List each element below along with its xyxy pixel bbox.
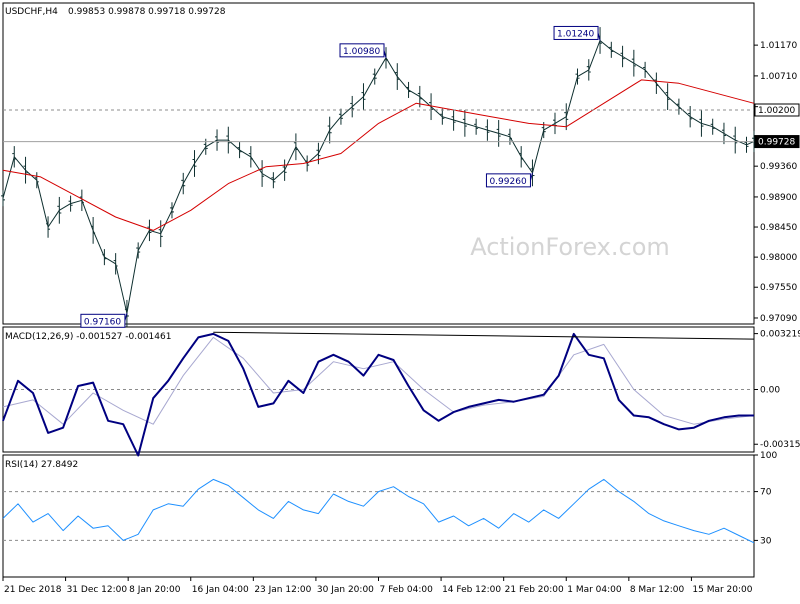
annotation-box — [80, 313, 126, 328]
macd-y-tick-label: 0.00 — [760, 386, 780, 396]
macd-signal-line — [2, 336, 755, 425]
x-tick-label: 8 Mar 12:00 — [630, 585, 685, 595]
x-tick-label: 21 Feb 20:00 — [505, 585, 564, 595]
price-y-tick-label: 0.97550 — [760, 283, 797, 293]
watermark: ActionForex.com — [470, 233, 670, 261]
rsi-y-tick-label: 30 — [760, 536, 772, 546]
price-hline-label: 0.99728 — [758, 138, 795, 148]
annotation-label: 1.00980 — [343, 47, 380, 57]
price-y-tick-label: 0.98900 — [760, 193, 797, 203]
x-tick-label: 16 Jan 04:00 — [192, 585, 249, 595]
x-tick-label: 30 Jan 20:00 — [317, 585, 374, 595]
x-tick-label: 7 Feb 04:00 — [380, 585, 434, 595]
annotation-box — [553, 25, 599, 40]
price-y-tick-label: 1.01170 — [760, 41, 797, 51]
x-tick-label: 21 Dec 2018 — [4, 585, 62, 595]
x-tick-label: 15 Mar 20:00 — [692, 585, 752, 595]
price-hline-label: 1.00200 — [758, 106, 795, 116]
price-frame — [2, 2, 755, 325]
macd-title: MACD(12,26,9) -0.001527 -0.001461 — [5, 332, 171, 342]
macd-trendline — [213, 331, 755, 340]
rsi-title: RSI(14) 27.8492 — [5, 460, 78, 470]
price-y-tick-label: 0.99360 — [760, 162, 797, 172]
x-tick-label: 14 Feb 12:00 — [442, 585, 501, 595]
x-tick-label: 1 Mar 04:00 — [567, 585, 622, 595]
price-hline-box — [754, 135, 800, 149]
x-tick-label: 8 Jan 20:00 — [129, 585, 181, 595]
price-panel: 1.00200 0.99728 1.01170 1.00710 0.99360 0.989… — [1, 25, 800, 328]
annotation-label: 0.97160 — [84, 317, 121, 327]
price-ohlc: 0.99853 0.99878 0.99718 0.99728 — [68, 7, 226, 17]
macd-panel: 0.003219 0.00 -0.003153 — [2, 330, 800, 457]
rsi-y-tick-label: 70 — [760, 488, 772, 498]
x-axis: 21 Dec 2018 31 Dec 12:00 8 Jan 20:00 16 Jan… — [2, 577, 753, 595]
price-y-tick-label: 0.98000 — [760, 253, 797, 263]
macd-y-tick-label: 0.003219 — [760, 330, 800, 340]
price-path — [2, 40, 755, 314]
annotation-box — [485, 173, 531, 188]
annotation-box — [339, 43, 385, 58]
rsi-y-tick-label: 100 — [760, 451, 777, 461]
price-title: USDCHF,H4 — [5, 7, 58, 17]
rsi-panel: 100 70 30 — [2, 451, 777, 546]
price-y-tick-label: 1.00710 — [760, 72, 797, 82]
x-tick-label: 23 Jan 12:00 — [254, 585, 311, 595]
price-hline-box — [754, 103, 800, 117]
macd-line — [2, 332, 754, 457]
annotation-label: 0.99260 — [489, 177, 526, 187]
rsi-line — [2, 478, 755, 544]
price-y-tick-label: 0.98450 — [760, 223, 797, 233]
x-tick-label: 31 Dec 12:00 — [67, 585, 128, 595]
price-y-tick-label: 0.97090 — [760, 314, 797, 324]
macd-y-tick-label: -0.003153 — [760, 440, 800, 450]
annotation-label: 1.01240 — [557, 29, 594, 39]
ma-line — [2, 79, 755, 231]
